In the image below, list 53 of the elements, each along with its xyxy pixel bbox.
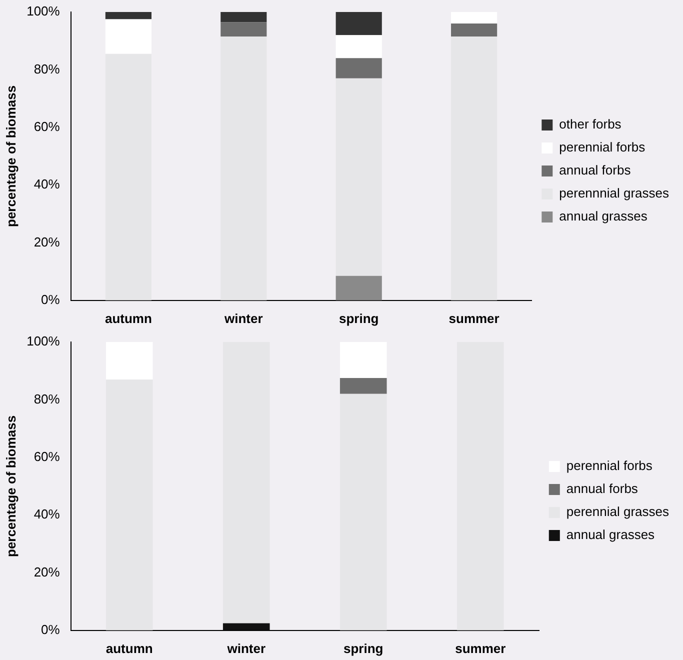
y-tick-label: 80% bbox=[34, 391, 60, 406]
y-tick-label: 20% bbox=[34, 564, 60, 580]
y-tick-label: 60% bbox=[34, 448, 60, 464]
bar bbox=[340, 394, 387, 630]
bar bbox=[222, 623, 270, 630]
y-axis-title: percentage of biomass bbox=[3, 85, 18, 228]
y-tick-label: 60% bbox=[34, 118, 60, 134]
y-tick-label: 100% bbox=[26, 334, 60, 349]
bar bbox=[220, 12, 267, 22]
x-tick-label: spring bbox=[338, 310, 379, 326]
y-tick-label: 0% bbox=[41, 622, 60, 637]
bar bbox=[220, 22, 267, 37]
legend-label: annual forbs bbox=[566, 481, 638, 496]
bar bbox=[456, 342, 504, 630]
bar bbox=[451, 24, 498, 37]
x-tick-label: summer bbox=[455, 640, 506, 656]
bar bbox=[106, 342, 153, 380]
bar bbox=[105, 54, 152, 300]
y-tick-label: 0% bbox=[41, 292, 60, 307]
y-tick-label: 20% bbox=[34, 234, 60, 250]
bar bbox=[336, 58, 382, 78]
legend-label: perennial forbs bbox=[559, 140, 646, 155]
legend-label: annual grasses bbox=[566, 527, 656, 542]
x-tick-label: autumn bbox=[104, 310, 152, 326]
legend-label: other forbs bbox=[559, 116, 622, 132]
x-tick-label: winter bbox=[224, 310, 263, 326]
bar bbox=[340, 378, 387, 394]
legend-label: perennial grasses bbox=[566, 504, 670, 520]
bar bbox=[106, 379, 153, 630]
x-tick-label: winter bbox=[226, 640, 266, 656]
x-tick-label: spring bbox=[344, 640, 384, 656]
y-tick-label: 40% bbox=[34, 176, 60, 192]
bar bbox=[336, 78, 382, 276]
bar bbox=[336, 12, 382, 36]
y-tick-label: 40% bbox=[34, 506, 60, 522]
legend-label: perennnial grasses bbox=[559, 186, 670, 201]
bar bbox=[105, 12, 152, 20]
legend-label: perennial forbs bbox=[566, 458, 653, 474]
legend-label: annual grasses bbox=[559, 208, 648, 224]
x-tick-label: summer bbox=[448, 310, 500, 326]
y-tick-label: 80% bbox=[34, 61, 60, 76]
y-tick-label: 100% bbox=[26, 4, 60, 19]
legend-label: annual forbs bbox=[559, 162, 632, 178]
bar bbox=[220, 36, 267, 300]
y-axis-title: percentage of biomass bbox=[3, 415, 18, 558]
bar bbox=[451, 36, 498, 300]
x-tick-label: autumn bbox=[106, 640, 153, 656]
bar bbox=[222, 342, 270, 624]
bar bbox=[336, 35, 382, 58]
bar bbox=[451, 12, 498, 24]
bar bbox=[105, 19, 152, 54]
bar bbox=[336, 276, 382, 300]
bar bbox=[340, 342, 387, 378]
